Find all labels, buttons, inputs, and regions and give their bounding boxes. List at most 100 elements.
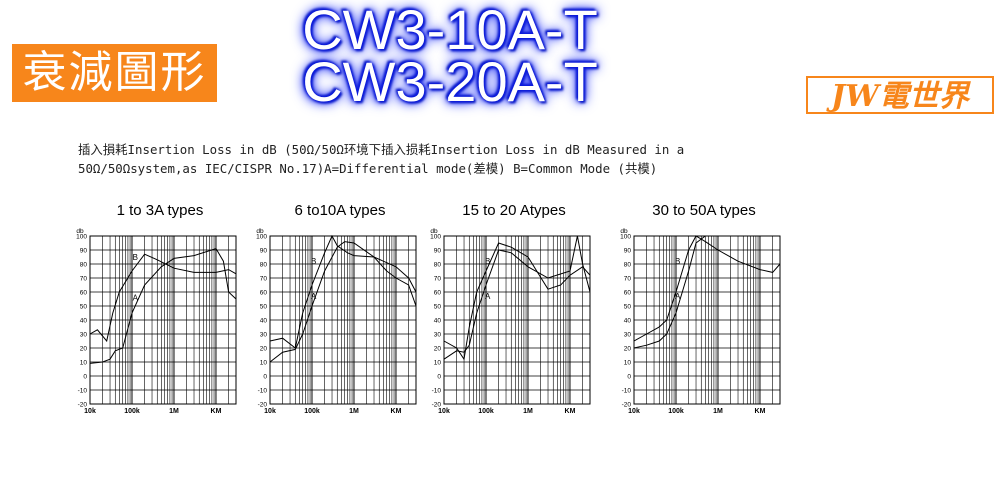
y-tick-label: 30 xyxy=(80,332,88,339)
x-tick-label: 100k xyxy=(668,408,684,415)
curve-label-a: A xyxy=(133,293,139,302)
chart-title: 30 to 50A types xyxy=(652,202,756,219)
series-line-a xyxy=(89,248,237,364)
x-tick-label: 10k xyxy=(628,408,640,415)
y-tick-label: 90 xyxy=(260,248,268,255)
series-line-a xyxy=(269,241,417,363)
y-axis-label: db xyxy=(76,228,84,235)
y-axis-label: db xyxy=(256,228,264,235)
y-tick-label: 10 xyxy=(624,360,632,367)
y-tick-label: 80 xyxy=(260,262,268,269)
series-line-b xyxy=(89,253,237,343)
x-tick-label: 1M xyxy=(523,408,533,415)
y-tick-label: 100 xyxy=(620,234,631,241)
y-tick-label: -10 xyxy=(622,388,632,395)
description: 插入損耗Insertion Loss in dB (50Ω/50Ω环境下插入损耗… xyxy=(78,140,798,178)
y-tick-label: 10 xyxy=(434,360,442,367)
attenuation-graph-badge: 衰減圖形 xyxy=(12,44,217,102)
x-tick-label: 1M xyxy=(169,408,179,415)
y-tick-label: 10 xyxy=(260,360,268,367)
curve-label-a: A xyxy=(675,292,681,301)
x-tick-label: 100k xyxy=(124,408,140,415)
chart-30-50a: 30 to 50A types 100 90 80 70 60 50 40 30 20 10 0 -1… xyxy=(614,200,794,420)
y-tick-label: 60 xyxy=(260,290,268,297)
y-tick-label: -20 xyxy=(432,402,442,409)
brand-logo: JW電世界 xyxy=(806,76,994,114)
y-tick-label: 90 xyxy=(434,248,442,255)
chart-title: 1 to 3A types xyxy=(116,202,204,219)
model-title-line1: CW3-10A-T xyxy=(302,0,598,61)
x-tick-label: 10k xyxy=(438,408,450,415)
y-tick-label: 30 xyxy=(624,332,632,339)
y-tick-label: 70 xyxy=(80,276,88,283)
curve-label-b: B xyxy=(311,257,316,266)
y-tick-label: 60 xyxy=(80,290,88,297)
y-tick-label: 70 xyxy=(624,276,632,283)
y-tick-label: 100 xyxy=(430,234,441,241)
chart-6-10a: 6 to10A types 100 90 80 70 60 50 40 30 20 10 0 -10-… xyxy=(250,200,430,420)
y-tick-label: -10 xyxy=(432,388,442,395)
y-tick-label: 40 xyxy=(434,318,442,325)
y-tick-label: 30 xyxy=(434,332,442,339)
y-tick-label: 50 xyxy=(624,304,632,311)
y-tick-label: -20 xyxy=(78,402,88,409)
y-tick-label: -10 xyxy=(78,388,88,395)
y-tick-label: 50 xyxy=(80,304,88,311)
curve-label-b: B xyxy=(675,257,680,266)
curve-label-a: A xyxy=(485,292,491,301)
x-tick-label: KM xyxy=(565,408,576,415)
y-tick-label: 60 xyxy=(624,290,632,297)
y-axis-label: db xyxy=(620,228,628,235)
y-tick-label: 0 xyxy=(83,374,87,381)
x-tick-label: 10k xyxy=(84,408,96,415)
x-tick-label: KM xyxy=(211,408,222,415)
y-tick-label: 40 xyxy=(80,318,88,325)
chart-title: 15 to 20 Atypes xyxy=(462,202,566,219)
y-tick-label: 100 xyxy=(76,234,87,241)
y-tick-label: 70 xyxy=(260,276,268,283)
description-line2: 50Ω/50Ωsystem,as IEC/CISPR No.17)A=Diffe… xyxy=(78,161,658,176)
series-line-b xyxy=(269,234,417,349)
y-tick-label: 70 xyxy=(434,276,442,283)
x-tick-label: 100k xyxy=(304,408,320,415)
y-tick-label: 80 xyxy=(434,262,442,269)
y-tick-label: -20 xyxy=(622,402,632,409)
curve-label-b: B xyxy=(485,257,490,266)
y-tick-label: 60 xyxy=(434,290,442,297)
chart-15-20a: 15 to 20 Atypes 100 90 80 70 60 50 40 30 20 10 0 -1… xyxy=(424,200,604,420)
x-tick-label: 1M xyxy=(713,408,723,415)
series-line-b xyxy=(633,235,781,342)
chart-1-3a: 1 to 3A types 100 90 80 70 60 50 40 30 20 10 0 -10-… xyxy=(70,200,250,420)
series-line-a xyxy=(633,235,780,349)
y-tick-label: 80 xyxy=(80,262,88,269)
plot-frame xyxy=(443,235,591,405)
chart-title: 6 to10A types xyxy=(294,202,386,219)
y-tick-label: 20 xyxy=(80,346,88,353)
y-tick-label: 40 xyxy=(260,318,268,325)
y-tick-label: 100 xyxy=(256,234,267,241)
y-tick-label: 0 xyxy=(263,374,267,381)
curve-label-b: B xyxy=(133,253,138,262)
y-tick-label: 20 xyxy=(434,346,442,353)
x-tick-label: KM xyxy=(755,408,766,415)
x-tick-label: KM xyxy=(391,408,402,415)
y-tick-label: 10 xyxy=(80,360,88,367)
y-tick-label: 90 xyxy=(80,248,88,255)
y-tick-label: -10 xyxy=(258,388,268,395)
x-tick-label: 10k xyxy=(264,408,276,415)
y-tick-label: 20 xyxy=(624,346,632,353)
y-tick-label: 80 xyxy=(624,262,632,269)
plot-frame xyxy=(89,235,237,405)
curve-label-a: A xyxy=(311,292,317,301)
series-line-b xyxy=(443,242,591,361)
x-tick-label: 1M xyxy=(349,408,359,415)
y-tick-label: 30 xyxy=(260,332,268,339)
y-tick-label: -20 xyxy=(258,402,268,409)
y-tick-label: 40 xyxy=(624,318,632,325)
y-tick-label: 50 xyxy=(434,304,442,311)
y-tick-label: 50 xyxy=(260,304,268,311)
